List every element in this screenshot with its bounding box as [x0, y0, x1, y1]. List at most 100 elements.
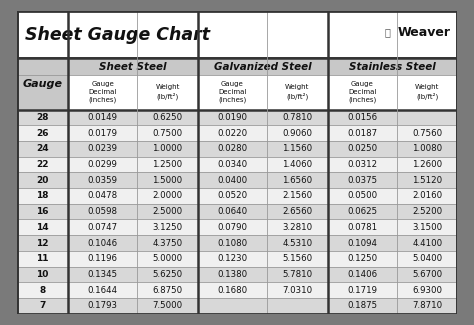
Text: 0.1094: 0.1094 [347, 239, 377, 248]
Bar [17, 298, 457, 314]
Text: 8: 8 [39, 286, 46, 294]
Text: 5.1560: 5.1560 [283, 254, 312, 263]
Text: 4.3750: 4.3750 [153, 239, 182, 248]
Text: 7.5000: 7.5000 [153, 301, 182, 310]
Text: 0.0747: 0.0747 [88, 223, 118, 232]
Text: 0.1230: 0.1230 [218, 254, 247, 263]
Text: Weight
(lb/ft²): Weight (lb/ft²) [155, 84, 180, 100]
Text: 26: 26 [36, 129, 48, 138]
Text: 7.0310: 7.0310 [283, 286, 312, 294]
Bar [17, 219, 457, 235]
Text: Stainless Steel: Stainless Steel [349, 61, 436, 72]
Text: 0.0312: 0.0312 [347, 160, 377, 169]
Text: 22: 22 [36, 160, 48, 169]
Text: 28: 28 [36, 113, 48, 122]
Text: 0.1380: 0.1380 [218, 270, 247, 279]
Text: 0.1644: 0.1644 [88, 286, 118, 294]
Text: Weight
(lb/ft²): Weight (lb/ft²) [415, 84, 439, 100]
Text: 0.0187: 0.0187 [347, 129, 377, 138]
Bar [17, 57, 457, 58]
Text: 1.0000: 1.0000 [153, 144, 182, 153]
Bar [17, 125, 457, 141]
Text: 3.2810: 3.2810 [283, 223, 312, 232]
Bar [328, 58, 457, 75]
Text: 3.1250: 3.1250 [153, 223, 182, 232]
Text: 0.1719: 0.1719 [347, 286, 377, 294]
Text: 7: 7 [39, 301, 46, 310]
Text: 0.1680: 0.1680 [218, 286, 247, 294]
Text: Sheet Gauge Chart: Sheet Gauge Chart [25, 26, 210, 44]
Text: 1.6560: 1.6560 [283, 176, 312, 185]
Text: Galvanized Steel: Galvanized Steel [214, 61, 311, 72]
Text: 0.1793: 0.1793 [88, 301, 118, 310]
Text: 0.0239: 0.0239 [88, 144, 118, 153]
Text: 0.0280: 0.0280 [218, 144, 247, 153]
Text: 2.5000: 2.5000 [153, 207, 182, 216]
Bar [17, 188, 457, 204]
Text: 0.0179: 0.0179 [88, 129, 118, 138]
Text: 1.2600: 1.2600 [412, 160, 442, 169]
Text: 6.8750: 6.8750 [153, 286, 182, 294]
Text: 1.1560: 1.1560 [283, 144, 312, 153]
Text: 4.5310: 4.5310 [283, 239, 312, 248]
Text: 20: 20 [36, 176, 48, 185]
Text: 0.0359: 0.0359 [88, 176, 118, 185]
Text: Sheet Steel: Sheet Steel [99, 61, 166, 72]
Text: 24: 24 [36, 144, 48, 153]
Text: 0.1345: 0.1345 [88, 270, 118, 279]
Text: 18: 18 [36, 191, 48, 201]
Bar [17, 141, 457, 157]
Text: 1.5000: 1.5000 [153, 176, 182, 185]
Text: 0.7810: 0.7810 [283, 113, 312, 122]
Text: 2.0160: 2.0160 [412, 191, 442, 201]
Text: 0.0375: 0.0375 [347, 176, 377, 185]
Bar [17, 157, 457, 172]
Text: 5.6250: 5.6250 [153, 270, 182, 279]
Bar [328, 75, 457, 110]
Text: 0.1196: 0.1196 [88, 254, 118, 263]
Text: 5.6700: 5.6700 [412, 270, 442, 279]
Text: 6.9300: 6.9300 [412, 286, 442, 294]
Text: Gauge
Decimal
(inches): Gauge Decimal (inches) [219, 81, 246, 103]
Text: Weaver: Weaver [398, 26, 451, 39]
Text: 0.0598: 0.0598 [88, 207, 118, 216]
Text: 10: 10 [36, 270, 48, 279]
Text: 1.5120: 1.5120 [412, 176, 442, 185]
Bar [17, 266, 457, 282]
Text: 0.1875: 0.1875 [347, 301, 377, 310]
Text: 1.4060: 1.4060 [283, 160, 312, 169]
Text: 0.0790: 0.0790 [218, 223, 247, 232]
Text: 0.9060: 0.9060 [283, 129, 312, 138]
Text: 0.0781: 0.0781 [347, 223, 377, 232]
Text: 16: 16 [36, 207, 48, 216]
Bar [17, 58, 68, 110]
Text: 3.1500: 3.1500 [412, 223, 442, 232]
Text: 0.0220: 0.0220 [218, 129, 247, 138]
Bar [17, 204, 457, 219]
Text: 0.7500: 0.7500 [153, 129, 182, 138]
Bar [17, 110, 457, 125]
Text: 12: 12 [36, 239, 48, 248]
Text: 🚛: 🚛 [385, 27, 391, 37]
Bar [68, 58, 198, 75]
Bar [198, 58, 328, 75]
Text: 2.1560: 2.1560 [283, 191, 312, 201]
Text: 1.2500: 1.2500 [153, 160, 182, 169]
Text: 7.8710: 7.8710 [412, 301, 442, 310]
Text: 0.6250: 0.6250 [153, 113, 182, 122]
Text: 0.0149: 0.0149 [88, 113, 118, 122]
Text: 0.0625: 0.0625 [347, 207, 377, 216]
Text: 0.0299: 0.0299 [88, 160, 118, 169]
Text: 14: 14 [36, 223, 48, 232]
Bar [17, 282, 457, 298]
Text: 0.0640: 0.0640 [218, 207, 247, 216]
Text: 4.4100: 4.4100 [412, 239, 442, 248]
Bar [17, 235, 457, 251]
Text: 2.0000: 2.0000 [153, 191, 182, 201]
Text: 0.1406: 0.1406 [347, 270, 377, 279]
Text: 0.0156: 0.0156 [347, 113, 377, 122]
Text: 0.1046: 0.1046 [88, 239, 118, 248]
Text: 0.1250: 0.1250 [347, 254, 377, 263]
Bar [17, 11, 457, 58]
Text: 5.0400: 5.0400 [412, 254, 442, 263]
